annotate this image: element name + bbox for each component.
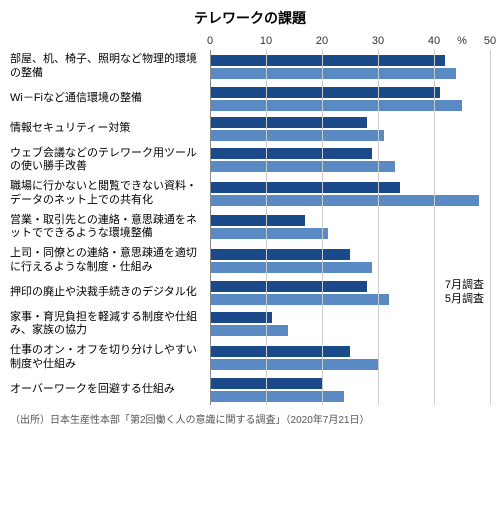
category-row: 情報セキュリティー対策 [10,114,490,144]
bar-may [210,195,479,206]
legend-item-july: 7月調査 [445,278,484,292]
bar-group [210,84,490,114]
bar-group [210,341,490,375]
bar-group [210,144,490,178]
category-row: 家事・育児負担を軽減する制度や仕組み、家族の協力 [10,308,490,342]
bar-july [210,281,367,292]
legend: 7月調査5月調査 [445,278,484,307]
axis-tick: 20 [316,35,328,47]
axis-tick: 40 [428,35,440,47]
category-label: オーバーワークを回避する仕組み [10,375,210,405]
bar-july [210,55,445,66]
category-label: Wi－Fiなど通信環境の整備 [10,84,210,114]
bar-group [210,114,490,144]
chart-title: テレワークの課題 [10,8,490,28]
category-label: ウェブ会議などのテレワーク用ツールの使い勝手改善 [10,144,210,178]
gridline [378,50,379,405]
category-label: 押印の廃止や決裁手続きのデジタル化 [10,278,210,308]
category-label: 職場に行かないと閲覧できない資料・データのネット上での共有化 [10,177,210,211]
category-label: 家事・育児負担を軽減する制度や仕組み、家族の協力 [10,308,210,342]
gridline [266,50,267,405]
category-row: 上司・同僚との連絡・意思疎通を適切に行えるような制度・仕組み [10,244,490,278]
legend-item-may: 5月調査 [445,292,484,306]
category-row: 部屋、机、椅子、照明など物理的環境の整備 [10,50,490,84]
category-label: 仕事のオン・オフを切り分けしやすい制度や仕組み [10,341,210,375]
bar-july [210,346,350,357]
gridline [322,50,323,405]
bar-group [210,211,490,245]
bar-may [210,391,344,402]
category-row: 営業・取引先との連絡・意思疎通をネットでできるような環境整備 [10,211,490,245]
bar-july [210,117,367,128]
bar-group [210,244,490,278]
bar-july [210,148,372,159]
legend-label: 7月調査 [445,278,484,292]
axis-pct-label: % [457,35,467,47]
gridline [210,50,211,405]
gridline [434,50,435,405]
bar-group [210,50,490,84]
bar-july [210,215,305,226]
axis-row: 01020304050% [10,32,490,50]
bar-may [210,294,389,305]
bar-group: 7月調査5月調査 [210,278,490,308]
bar-may [210,325,288,336]
category-row: 職場に行かないと閲覧できない資料・データのネット上での共有化 [10,177,490,211]
bar-may [210,228,328,239]
axis-tick: 30 [372,35,384,47]
bar-may [210,262,372,273]
plot-area: 部屋、机、椅子、照明など物理的環境の整備Wi－Fiなど通信環境の整備情報セキュリ… [10,50,490,405]
category-row: Wi－Fiなど通信環境の整備 [10,84,490,114]
legend-label: 5月調査 [445,292,484,306]
category-label: 情報セキュリティー対策 [10,114,210,144]
axis-tick: 50 [484,35,496,47]
bar-may [210,161,395,172]
category-label: 営業・取引先との連絡・意思疎通をネットでできるような環境整備 [10,211,210,245]
bar-group [210,308,490,342]
bar-may [210,68,456,79]
category-label: 部屋、机、椅子、照明など物理的環境の整備 [10,50,210,84]
category-label: 上司・同僚との連絡・意思疎通を適切に行えるような制度・仕組み [10,244,210,278]
bar-may [210,100,462,111]
axis-tick: 10 [260,35,272,47]
bar-july [210,249,350,260]
source-text: （出所）日本生産性本部「第2回働く人の意識に関する調査」（2020年7月21日） [10,411,490,426]
axis-tick: 0 [207,35,213,47]
bar-july [210,87,440,98]
category-row: ウェブ会議などのテレワーク用ツールの使い勝手改善 [10,144,490,178]
bar-may [210,130,384,141]
bar-may [210,359,378,370]
bar-group [210,375,490,405]
category-row: オーバーワークを回避する仕組み [10,375,490,405]
bar-july [210,182,400,193]
category-row: 押印の廃止や決裁手続きのデジタル化 7月調査5月調査 [10,278,490,308]
bar-group [210,177,490,211]
category-row: 仕事のオン・オフを切り分けしやすい制度や仕組み [10,341,490,375]
gridline [490,50,491,405]
bar-july [210,312,272,323]
